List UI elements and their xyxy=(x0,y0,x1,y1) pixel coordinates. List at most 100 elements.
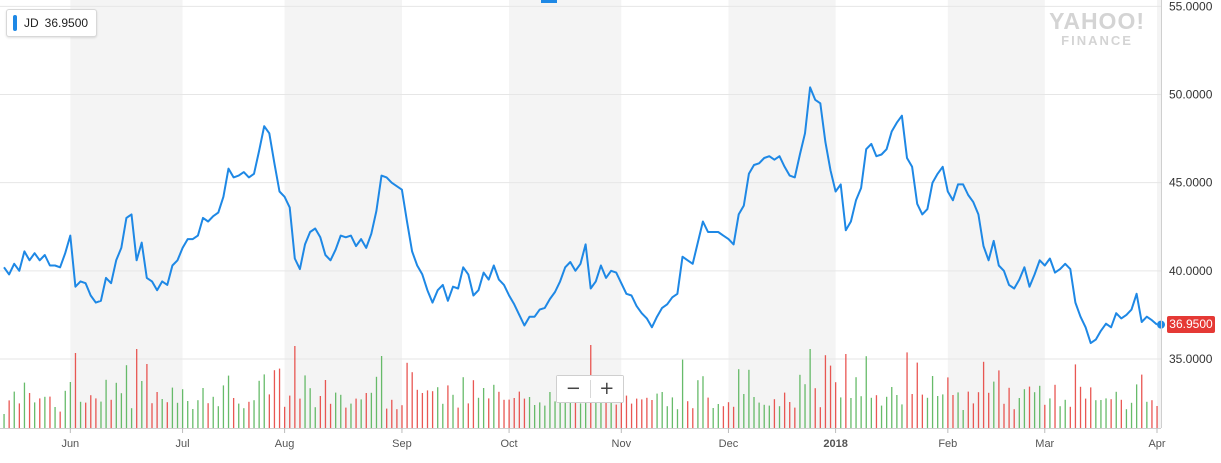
volume-bar xyxy=(850,398,852,428)
volume-bar xyxy=(717,404,719,428)
volume-bar xyxy=(79,401,82,428)
volume-bar xyxy=(442,403,444,428)
y-tick-label: 35.0000 xyxy=(1169,352,1213,366)
volume-bar xyxy=(819,407,821,428)
volume-bar xyxy=(569,402,571,428)
volume-bar xyxy=(671,397,674,428)
x-tick-label: Sep xyxy=(392,438,412,450)
logo-line-1: YAHOO! xyxy=(1049,8,1145,34)
volume-bar xyxy=(472,380,475,428)
volume-bar xyxy=(18,403,21,428)
volume-bar xyxy=(814,388,816,428)
volume-bar xyxy=(64,390,66,428)
volume-bar xyxy=(773,399,776,428)
month-band xyxy=(284,0,402,428)
yahoo-finance-logo: YAHOO! FINANCE xyxy=(1049,8,1145,48)
volume-bar xyxy=(1115,391,1117,428)
month-band xyxy=(509,0,622,428)
volume-bar xyxy=(59,411,61,428)
y-axis: 35.0000 40.0000 45.0000 50.0000 55.0000 xyxy=(0,0,1213,429)
volume-bar xyxy=(1054,384,1056,428)
zoom-out-button[interactable]: − xyxy=(557,376,590,402)
zoom-in-button[interactable]: + xyxy=(590,376,623,402)
volume-bar xyxy=(176,402,179,428)
volume-bar xyxy=(54,407,56,428)
volume-bar xyxy=(105,379,107,428)
volume-bar xyxy=(95,398,97,428)
volume-bar xyxy=(600,386,602,428)
volume-bar xyxy=(125,365,128,428)
x-tick-label: Mar xyxy=(1035,438,1054,450)
volume-bar xyxy=(329,403,332,428)
month-band xyxy=(947,0,1045,428)
volume-bar xyxy=(778,406,781,428)
volume-bar xyxy=(69,382,72,428)
volume-bar xyxy=(447,385,449,428)
volume-bar xyxy=(630,403,633,428)
volume-bar xyxy=(273,370,276,428)
y-tick-label: 45.0000 xyxy=(1169,176,1213,190)
volume-bar xyxy=(942,394,944,428)
volume-bar xyxy=(977,392,980,428)
volume-bar xyxy=(477,397,480,428)
symbol-legend[interactable]: JD 36.9500 xyxy=(6,9,98,37)
volume-bar xyxy=(1151,400,1153,428)
volume-bar xyxy=(222,385,225,428)
volume-bar xyxy=(661,392,663,428)
volume-bar xyxy=(972,403,975,428)
volume-bar xyxy=(1069,406,1071,428)
volume-bar xyxy=(212,396,214,428)
volume-bar xyxy=(232,398,235,428)
volume-bar xyxy=(248,401,250,428)
month-band xyxy=(1157,0,1161,428)
volume-bar xyxy=(620,399,623,428)
volume-bar xyxy=(1084,398,1087,428)
volume-bar xyxy=(937,396,939,428)
volume-bar xyxy=(115,382,117,428)
volume-bar xyxy=(1110,399,1112,428)
x-tick-label: Feb xyxy=(938,438,957,450)
volume-bar xyxy=(758,402,760,428)
volume-bar xyxy=(431,391,434,428)
volume-bar xyxy=(1059,406,1061,428)
volume-bar xyxy=(141,381,143,428)
volume-bar xyxy=(528,397,531,428)
volume-bar xyxy=(1156,406,1158,428)
volume-bar xyxy=(666,406,668,428)
volume-bar xyxy=(171,387,174,428)
volume-bar xyxy=(712,408,714,428)
x-tick-label: Nov xyxy=(612,438,632,450)
volume-bar xyxy=(539,402,541,428)
volume-bar xyxy=(319,396,322,428)
volume-bar xyxy=(702,376,704,428)
volume-bar xyxy=(875,395,878,428)
volume-bar xyxy=(727,402,730,428)
volume-bar xyxy=(380,356,383,428)
volume-bar xyxy=(1044,404,1046,428)
volume-bar xyxy=(1095,400,1097,428)
volume-bar xyxy=(579,403,582,428)
volume-bar xyxy=(309,388,311,428)
y-tick-label: 40.0000 xyxy=(1169,264,1213,278)
volume-bar xyxy=(375,376,378,428)
volume-bar xyxy=(278,368,281,428)
volume-bar xyxy=(421,393,424,428)
range-selector-marker[interactable] xyxy=(541,0,557,3)
volume-bar xyxy=(860,396,862,428)
volume-bar xyxy=(1033,392,1036,428)
volume-bar xyxy=(605,387,607,428)
volume-bar xyxy=(360,399,362,428)
volume-bar xyxy=(294,346,296,428)
volume-bar xyxy=(845,354,847,428)
volume-bar xyxy=(988,392,990,428)
volume-bar xyxy=(585,382,587,428)
volume-bar xyxy=(743,394,745,428)
volume-bar xyxy=(482,388,485,428)
volume-bar xyxy=(426,390,429,428)
volume-bar xyxy=(151,403,153,428)
volume-bar xyxy=(406,362,408,428)
x-axis: JunJulAugSepOctNovDec2018FebMarAprMay xyxy=(61,428,1166,450)
volume-bar xyxy=(748,369,750,428)
volume-bar xyxy=(962,410,964,428)
volume-bar xyxy=(896,395,898,428)
